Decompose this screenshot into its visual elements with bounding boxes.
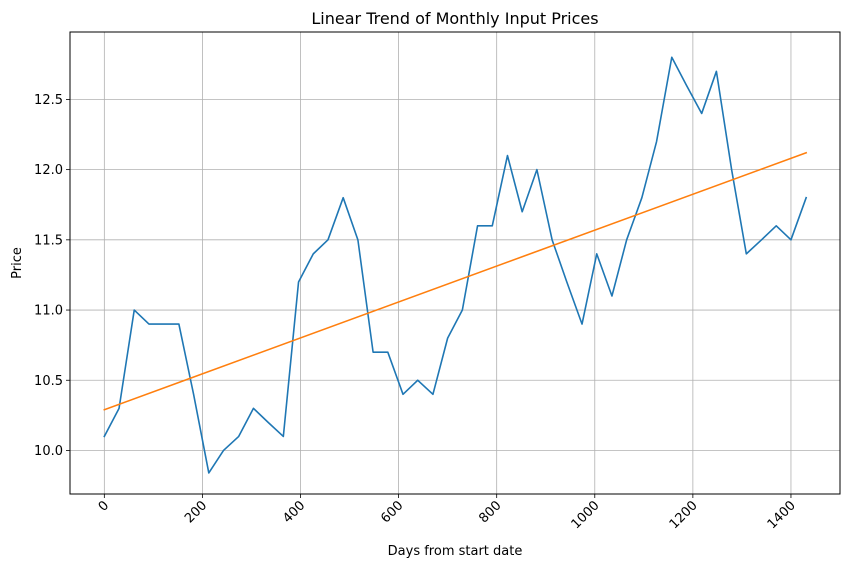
y-tick-label: 11.0 bbox=[34, 304, 63, 319]
x-axis-label: Days from start date bbox=[388, 544, 523, 559]
price-series-line bbox=[103, 56, 808, 474]
plot-frame bbox=[69, 31, 841, 495]
y-tick-label: 12.5 bbox=[34, 93, 63, 108]
y-axis-label: Price bbox=[10, 247, 25, 279]
y-tick-label: 10.5 bbox=[34, 374, 63, 389]
chart-title: Linear Trend of Monthly Input Prices bbox=[311, 9, 598, 28]
y-tick-label: 12.0 bbox=[34, 163, 63, 178]
trend-line bbox=[103, 151, 808, 411]
series-lines bbox=[103, 56, 808, 474]
y-tick-label: 10.0 bbox=[34, 444, 63, 459]
y-tick-label: 11.5 bbox=[34, 233, 63, 248]
